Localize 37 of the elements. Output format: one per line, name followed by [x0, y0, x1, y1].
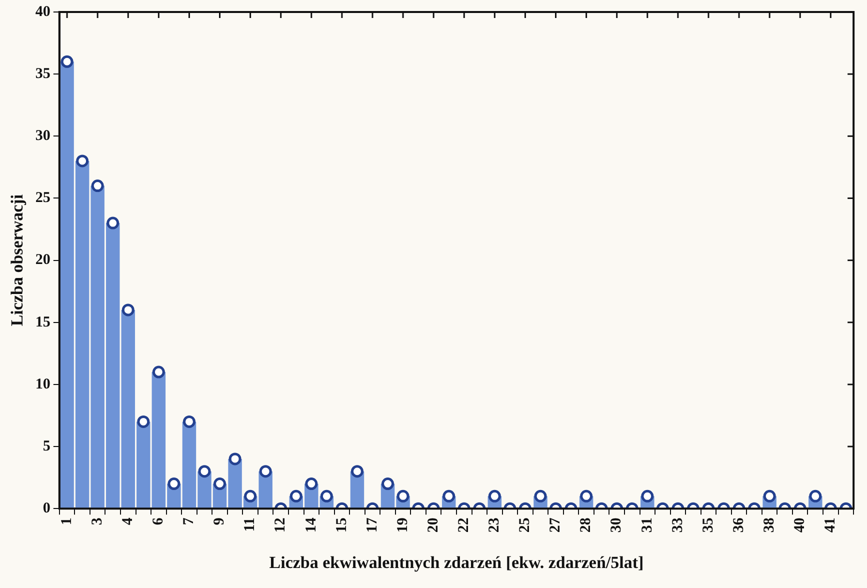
x-tick-label: 11 [242, 518, 258, 532]
x-tick-label: 20 [425, 518, 442, 533]
x-tick-label: 41 [822, 518, 839, 533]
x-tick-label: 36 [730, 517, 747, 533]
x-tick-label: 25 [517, 518, 534, 533]
x-tick-label: 38 [761, 518, 778, 533]
y-tick-label: 20 [35, 252, 50, 268]
x-tick-label: 27 [548, 517, 564, 533]
x-tick-label: 15 [334, 518, 350, 533]
x-tick-label: 31 [639, 518, 656, 533]
x-tick-label: 22 [456, 518, 472, 533]
x-tick-label: 17 [364, 517, 380, 533]
x-tick-label: 7 [181, 517, 198, 526]
y-axis-title: Liczba obserwacji [8, 194, 27, 326]
x-tick-label: 6 [150, 517, 167, 526]
x-tick-label: 40 [792, 518, 808, 533]
x-tick-label: 30 [608, 518, 625, 533]
x-tick-label: 12 [272, 518, 289, 533]
x-tick-label: 28 [578, 518, 594, 533]
y-tick-label: 15 [35, 314, 50, 330]
x-axis-title: Liczba ekwiwalentnych zdarzeń [ekw. zdarzeń/5lat] [269, 553, 644, 572]
y-tick-label: 5 [42, 438, 50, 454]
x-tick-label: 14 [303, 517, 320, 533]
y-tick-label: 30 [35, 128, 50, 144]
y-tick-label: 0 [42, 500, 50, 516]
x-tick-label: 35 [700, 518, 716, 533]
x-tick-label: 9 [212, 518, 228, 526]
y-tick-label: 40 [35, 4, 50, 20]
x-tick-label: 23 [486, 518, 503, 533]
x-tick-label: 33 [670, 518, 686, 533]
y-tick-label: 35 [35, 66, 50, 82]
y-tick-label: 10 [35, 376, 50, 392]
x-tick-label: 19 [394, 518, 411, 533]
x-tick-label: 1 [58, 518, 75, 526]
x-tick-label: 4 [120, 517, 136, 526]
x-tick-label: 3 [89, 518, 106, 526]
y-tick-label: 25 [35, 190, 50, 206]
